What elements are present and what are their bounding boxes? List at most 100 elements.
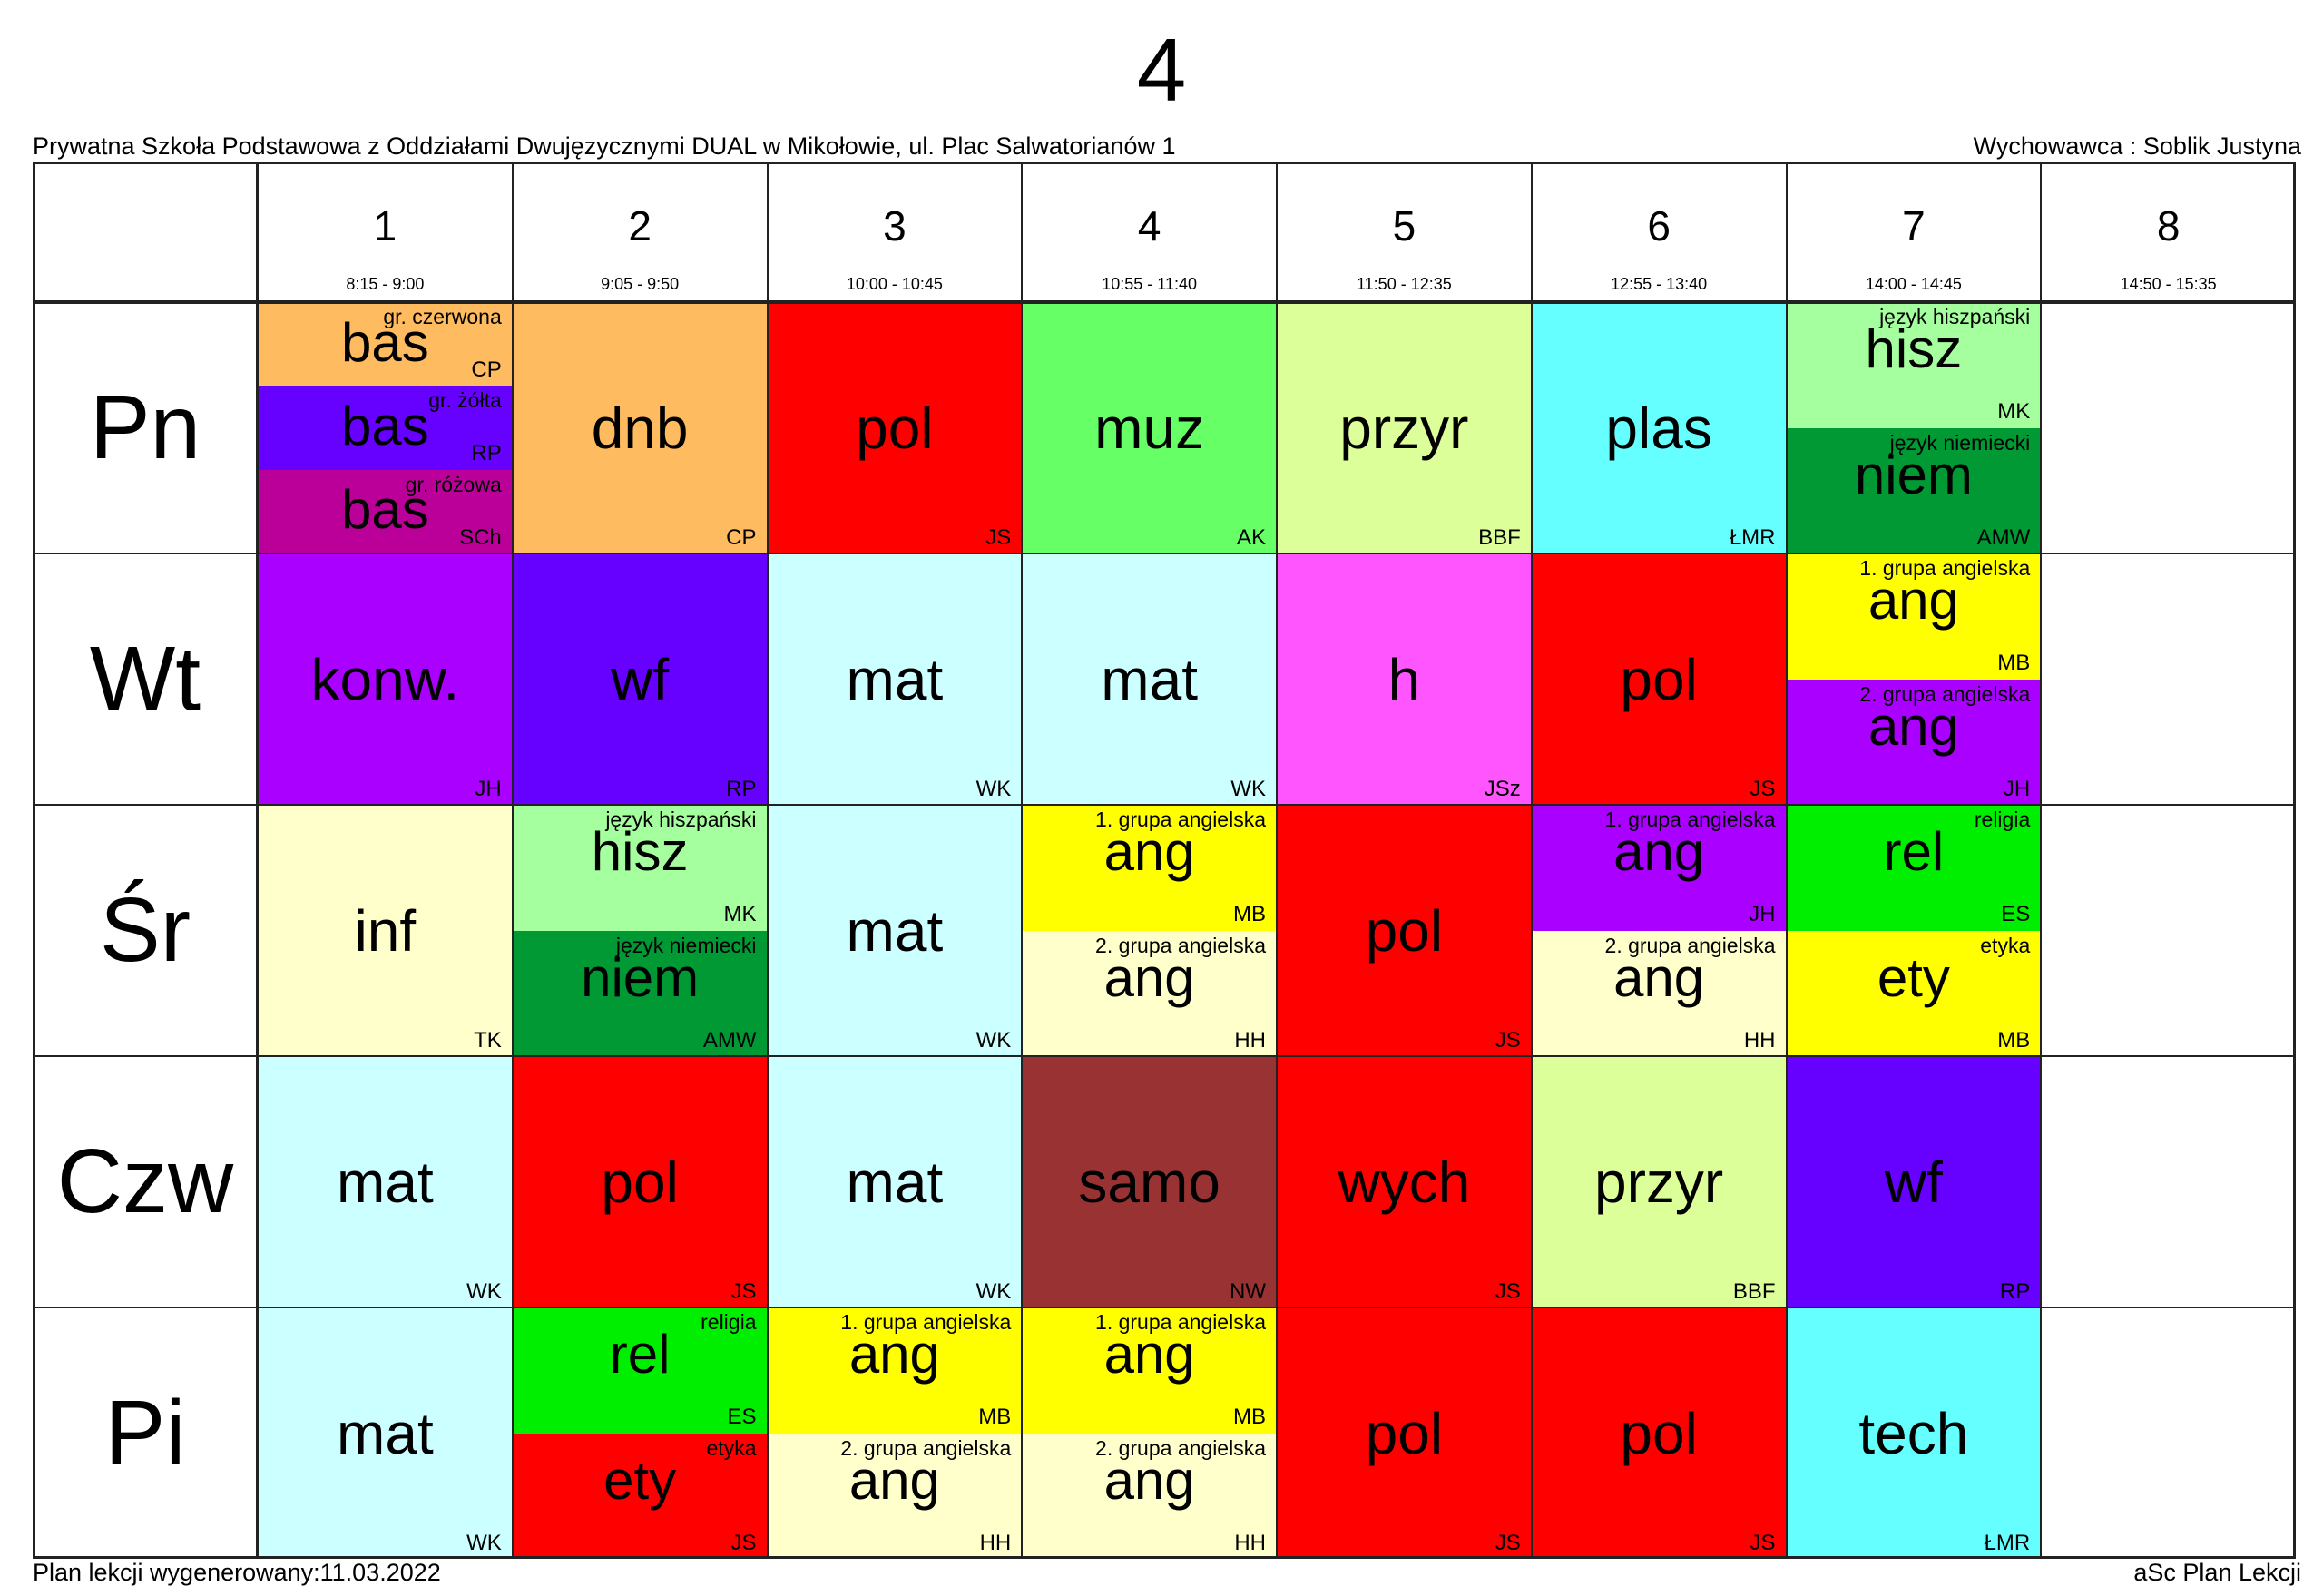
lesson-cell[interactable]: inf TK bbox=[258, 805, 513, 1056]
lesson-cell[interactable]: mat WK bbox=[1022, 553, 1277, 805]
grid-line bbox=[256, 162, 259, 1559]
period-time: 12:55 - 13:40 bbox=[1611, 275, 1708, 293]
teacher-code: HH bbox=[979, 1530, 1012, 1555]
lesson-cell[interactable]: 2. grupa angielska ang HH bbox=[1531, 930, 1787, 1056]
lesson-cell[interactable]: mat WK bbox=[767, 553, 1023, 805]
footer-brand: aSc Plan Lekcji bbox=[2133, 1559, 2301, 1586]
lesson-cell[interactable]: etyka ety MB bbox=[1786, 930, 2042, 1056]
teacher-code: JSz bbox=[1484, 776, 1521, 801]
teacher-code: HH bbox=[1234, 1027, 1266, 1053]
grid-line bbox=[33, 804, 2296, 806]
teacher-code: JS bbox=[1750, 776, 1776, 801]
lesson-cell[interactable]: pol JS bbox=[767, 302, 1023, 553]
period-number: 1 bbox=[373, 202, 397, 250]
day-label: Czw bbox=[56, 1131, 234, 1232]
lesson-cell[interactable]: pol JS bbox=[1277, 805, 1532, 1056]
lesson-cell[interactable]: język hiszpański hisz MK bbox=[512, 805, 768, 931]
day-label: Pn bbox=[89, 377, 201, 478]
lesson-cell[interactable]: mat WK bbox=[258, 1056, 513, 1307]
teacher-code: RP bbox=[726, 776, 757, 801]
lesson-cell[interactable]: 1. grupa angielska ang JH bbox=[1531, 805, 1787, 931]
subject-label: mat bbox=[1101, 646, 1198, 712]
grid-line bbox=[1021, 162, 1024, 1559]
group-label: etyka bbox=[1980, 933, 2031, 957]
lesson-cell[interactable]: tech ŁMR bbox=[1786, 1307, 2042, 1559]
lesson-cell[interactable]: przyr BBF bbox=[1531, 1056, 1787, 1307]
group-label: etyka bbox=[706, 1435, 757, 1460]
lesson-cell[interactable]: wf RP bbox=[512, 553, 768, 805]
lesson-cell[interactable]: h JSz bbox=[1277, 553, 1532, 805]
group-label: 2. grupa angielska bbox=[1095, 1435, 1266, 1460]
teacher-code: HH bbox=[1743, 1027, 1776, 1053]
lesson-cell[interactable]: mat WK bbox=[258, 1307, 513, 1559]
lesson-cell[interactable]: gr. różowa bas SCh bbox=[258, 469, 513, 553]
grid-line bbox=[33, 162, 2296, 164]
lesson-cell[interactable]: wych JS bbox=[1277, 1056, 1532, 1307]
lesson-cell[interactable]: religia rel ES bbox=[512, 1307, 768, 1434]
lesson-cell[interactable]: 1. grupa angielska ang MB bbox=[1022, 1307, 1277, 1434]
subject-label: pol bbox=[856, 395, 934, 461]
teacher-code: WK bbox=[975, 1027, 1012, 1053]
lesson-cell[interactable]: pol JS bbox=[1277, 1307, 1532, 1559]
lesson-cell[interactable]: język niemiecki niem AMW bbox=[1786, 427, 2042, 553]
period-number: 7 bbox=[1902, 202, 1926, 250]
group-label: 1. grupa angielska bbox=[1859, 556, 2031, 580]
lesson-cell[interactable]: 1. grupa angielska ang MB bbox=[767, 1307, 1023, 1434]
lesson-cell[interactable]: plas ŁMR bbox=[1531, 302, 1787, 553]
period-header: 7 14:00 - 14:45 bbox=[1787, 162, 2042, 302]
period-header: 1 8:15 - 9:00 bbox=[258, 162, 513, 302]
grid-line bbox=[2293, 162, 2296, 1559]
subject-label: pol bbox=[1365, 897, 1444, 964]
teacher-code: JS bbox=[985, 524, 1012, 550]
period-time: 14:50 - 15:35 bbox=[2120, 275, 2217, 293]
group-label: 1. grupa angielska bbox=[1604, 808, 1776, 831]
lesson-cell[interactable]: pol JS bbox=[512, 1056, 768, 1307]
grid-line bbox=[1276, 162, 1278, 1559]
lesson-cell[interactable]: gr. żółta bas RP bbox=[258, 386, 513, 470]
period-header: 8 14:50 - 15:35 bbox=[2041, 162, 2296, 302]
subject-label: pol bbox=[601, 1149, 679, 1215]
day-label: Wt bbox=[89, 628, 201, 729]
lesson-cell[interactable]: konw. JH bbox=[258, 553, 513, 805]
teacher-code: ES bbox=[2001, 902, 2031, 927]
lesson-cell[interactable]: 1. grupa angielska ang MB bbox=[1786, 553, 2042, 680]
teacher-code: JS bbox=[1495, 1530, 1521, 1555]
lesson-cell[interactable]: przyr BBF bbox=[1277, 302, 1532, 553]
lesson-cell[interactable]: pol JS bbox=[1531, 553, 1787, 805]
lesson-cell[interactable]: mat WK bbox=[767, 1056, 1023, 1307]
lesson-cell[interactable]: dnb CP bbox=[512, 302, 768, 553]
subject-label: pol bbox=[1620, 646, 1698, 712]
group-label: język hiszpański bbox=[605, 808, 757, 831]
lesson-cell[interactable]: mat WK bbox=[767, 805, 1023, 1056]
subject-label: hisz bbox=[591, 821, 689, 883]
subject-label: wych bbox=[1338, 1149, 1471, 1215]
lesson-cell[interactable]: 2. grupa angielska ang HH bbox=[1022, 930, 1277, 1056]
grid-line bbox=[33, 1556, 2296, 1559]
teacher-code: NW bbox=[1230, 1278, 1266, 1304]
grid-line bbox=[511, 162, 514, 1559]
lesson-cell[interactable]: etyka ety JS bbox=[512, 1433, 768, 1559]
lesson-cell[interactable]: 2. grupa angielska ang HH bbox=[767, 1433, 1023, 1559]
lesson-cell[interactable]: samo NW bbox=[1022, 1056, 1277, 1307]
lesson-cell[interactable]: religia rel ES bbox=[1786, 805, 2042, 931]
subject-label: ang bbox=[1103, 1449, 1195, 1511]
lesson-cell[interactable]: 2. grupa angielska ang JH bbox=[1786, 679, 2042, 805]
lesson-cell[interactable]: muz AK bbox=[1022, 302, 1277, 553]
teacher-code: BBF bbox=[1478, 524, 1521, 550]
day-label: Śr bbox=[100, 879, 191, 981]
lesson-cell[interactable]: język hiszpański hisz MK bbox=[1786, 302, 2042, 428]
subject-label: mat bbox=[846, 1149, 944, 1215]
lesson-cell[interactable]: pol JS bbox=[1531, 1307, 1787, 1559]
period-number: 6 bbox=[1647, 202, 1671, 250]
group-label: 2. grupa angielska bbox=[1859, 681, 2031, 706]
lesson-cell[interactable]: 2. grupa angielska ang HH bbox=[1022, 1433, 1277, 1559]
lesson-cell[interactable]: gr. czerwona bas CP bbox=[258, 302, 513, 387]
lesson-cell[interactable]: wf RP bbox=[1786, 1056, 2042, 1307]
teacher-code: CP bbox=[471, 357, 502, 382]
teacher-code: MB bbox=[1997, 651, 2031, 676]
group-label: 1. grupa angielska bbox=[1095, 808, 1266, 831]
grid-line bbox=[33, 553, 2296, 554]
lesson-cell[interactable]: język niemiecki niem AMW bbox=[512, 930, 768, 1056]
lesson-cell[interactable]: 1. grupa angielska ang MB bbox=[1022, 805, 1277, 931]
group-label: religia bbox=[1974, 808, 2031, 831]
